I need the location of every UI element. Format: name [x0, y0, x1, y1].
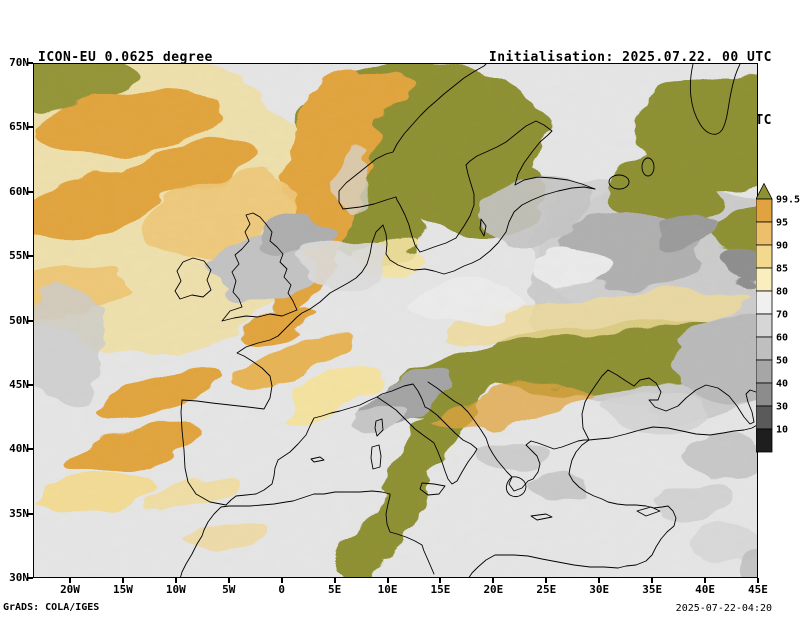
lon-tick-label: 15E — [430, 583, 451, 596]
colorbar-label: 90 — [776, 241, 788, 252]
colorbar-label: 80 — [776, 287, 788, 298]
grads-credit: GrADS: COLA/IGES — [3, 602, 100, 613]
lon-tick-mark — [492, 578, 495, 583]
colorbar-segment — [755, 244, 773, 269]
europe-cloud-map-svg — [34, 64, 757, 577]
model-title: ICON-EU 0.0625 degree — [38, 50, 213, 65]
lat-tick-label: 70N — [9, 56, 29, 69]
lat-tick-label: 60N — [9, 184, 29, 198]
colorbar-label: 10 — [776, 425, 788, 436]
lon-tick-label: 0 — [278, 583, 285, 596]
lon-tick-mark — [174, 578, 177, 583]
colorbar-label: 70 — [776, 310, 788, 321]
colorbar-legend: 99.5 95 90 85 80 70 60 50 40 30 10 — [755, 182, 800, 461]
colorbar-label: 99.5 — [776, 195, 800, 206]
creation-timestamp: 2025-07-22-04:20 — [675, 603, 772, 614]
colorbar-label: 50 — [776, 356, 788, 367]
lon-tick-mark — [598, 578, 601, 583]
lon-tick-mark — [439, 578, 442, 583]
coastlines — [174, 64, 757, 577]
lon-tick-mark — [227, 578, 230, 583]
colorbar-svg: 99.5 95 90 85 80 70 60 50 40 30 10 — [755, 182, 800, 453]
colorbar-label: 30 — [776, 402, 788, 413]
lat-tick-label: 40N — [9, 442, 29, 456]
colorbar-label: 85 — [776, 264, 788, 275]
lon-tick-label: 10E — [377, 583, 398, 596]
lon-tick-label: 20E — [483, 583, 504, 596]
lon-tick-label: 15W — [112, 583, 133, 596]
lat-tick-label: 65N — [9, 120, 29, 134]
colorbar-segment — [755, 267, 773, 292]
lon-tick-label: 45E — [748, 583, 768, 596]
lon-tick-mark — [704, 578, 707, 583]
lon-tick-mark — [69, 578, 71, 583]
colorbar-label: 95 — [776, 218, 788, 229]
lon-tick-mark — [545, 578, 548, 583]
colorbar-segment — [755, 313, 773, 338]
lon-tick-label: 20W — [60, 583, 80, 596]
lon-tick-mark — [333, 578, 336, 583]
init-time-label: Initialisation: 2025.07.22. 00 UTC — [488, 50, 772, 65]
colorbar-label: 40 — [776, 379, 788, 390]
lon-tick-mark — [651, 578, 654, 583]
colorbar-segment — [755, 221, 773, 246]
lon-tick-mark — [121, 578, 124, 583]
map-plot-area — [33, 63, 758, 578]
lon-tick-label: 5E — [327, 583, 342, 596]
colorbar-segment — [755, 359, 773, 384]
colorbar-top-arrow — [755, 182, 773, 200]
colorbar-label: 60 — [776, 333, 788, 344]
lon-tick-label: 40E — [695, 583, 715, 596]
colorbar-segment — [755, 198, 773, 223]
lat-tick-label: 35N — [9, 506, 29, 520]
lat-tick-label: 55N — [9, 249, 29, 263]
colorbar-segment — [755, 428, 773, 453]
lon-tick-mark — [386, 578, 389, 583]
lon-tick-label: 30E — [589, 583, 610, 596]
lat-tick-label: 30N — [9, 571, 29, 584]
lon-tick-label: 5W — [222, 583, 236, 596]
lon-tick-label: 10W — [165, 583, 186, 596]
lon-tick-mark — [756, 578, 759, 583]
lon-tick-label: 35E — [642, 583, 663, 596]
lon-tick-mark — [280, 578, 283, 583]
lat-tick-label: 45N — [9, 377, 29, 391]
lon-tick-label: 25E — [536, 583, 557, 596]
colorbar-segment — [755, 382, 773, 407]
colorbar-segment — [755, 290, 773, 315]
colorbar-segment — [755, 405, 773, 430]
colorbar-segment — [755, 336, 773, 361]
cloud-texture-overlay — [34, 64, 757, 577]
lat-tick-label: 50N — [9, 313, 29, 327]
